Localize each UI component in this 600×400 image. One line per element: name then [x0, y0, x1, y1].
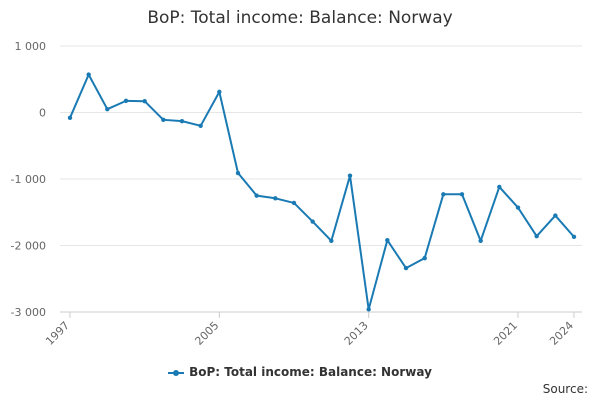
y-tick-label: -3 000	[11, 306, 46, 319]
chart-title: BoP: Total income: Balance: Norway	[147, 8, 453, 28]
data-point	[403, 265, 409, 271]
x-tick-label: 2013	[342, 319, 371, 348]
data-point	[534, 233, 539, 239]
data-point	[235, 170, 241, 176]
data-point	[459, 192, 465, 197]
source-label: Source:	[542, 382, 588, 396]
x-tick-label: 2021	[491, 319, 520, 348]
data-point	[571, 234, 577, 240]
data-point	[422, 255, 427, 261]
data-point	[217, 89, 222, 95]
y-tick-label: -1 000	[11, 173, 46, 186]
y-tick-label: 1 000	[15, 40, 47, 53]
data-point	[553, 213, 558, 218]
data-point	[123, 98, 129, 104]
gridlines	[60, 45, 582, 313]
x-tick-label: 1997	[43, 319, 72, 348]
data-point	[347, 173, 353, 178]
data-point	[179, 118, 185, 124]
data-point	[254, 193, 259, 198]
data-point	[329, 238, 334, 244]
x-tick-label: 2024	[547, 319, 576, 348]
y-tick-label: 0	[39, 107, 46, 120]
data-point	[142, 98, 147, 104]
y-tick-label: -2 000	[11, 240, 46, 253]
series	[67, 72, 577, 312]
data-point	[497, 184, 502, 190]
data-point	[385, 237, 390, 243]
data-point	[86, 72, 91, 77]
data-point	[310, 219, 315, 224]
data-point	[515, 205, 521, 210]
data-point	[441, 192, 446, 197]
data-point	[105, 106, 110, 112]
data-point	[291, 200, 297, 206]
data-point	[161, 117, 166, 123]
series-line	[69, 73, 575, 311]
legend[interactable]: BoP: Total income: Balance: Norway	[0, 365, 600, 379]
data-point	[366, 307, 371, 312]
legend-label: BoP: Total income: Balance: Norway	[189, 365, 432, 379]
legend-marker-icon	[168, 368, 185, 378]
data-point	[67, 115, 73, 121]
data-point	[198, 123, 203, 128]
data-point	[478, 238, 483, 244]
x-tick-label: 2005	[192, 319, 221, 348]
data-point	[273, 196, 278, 201]
